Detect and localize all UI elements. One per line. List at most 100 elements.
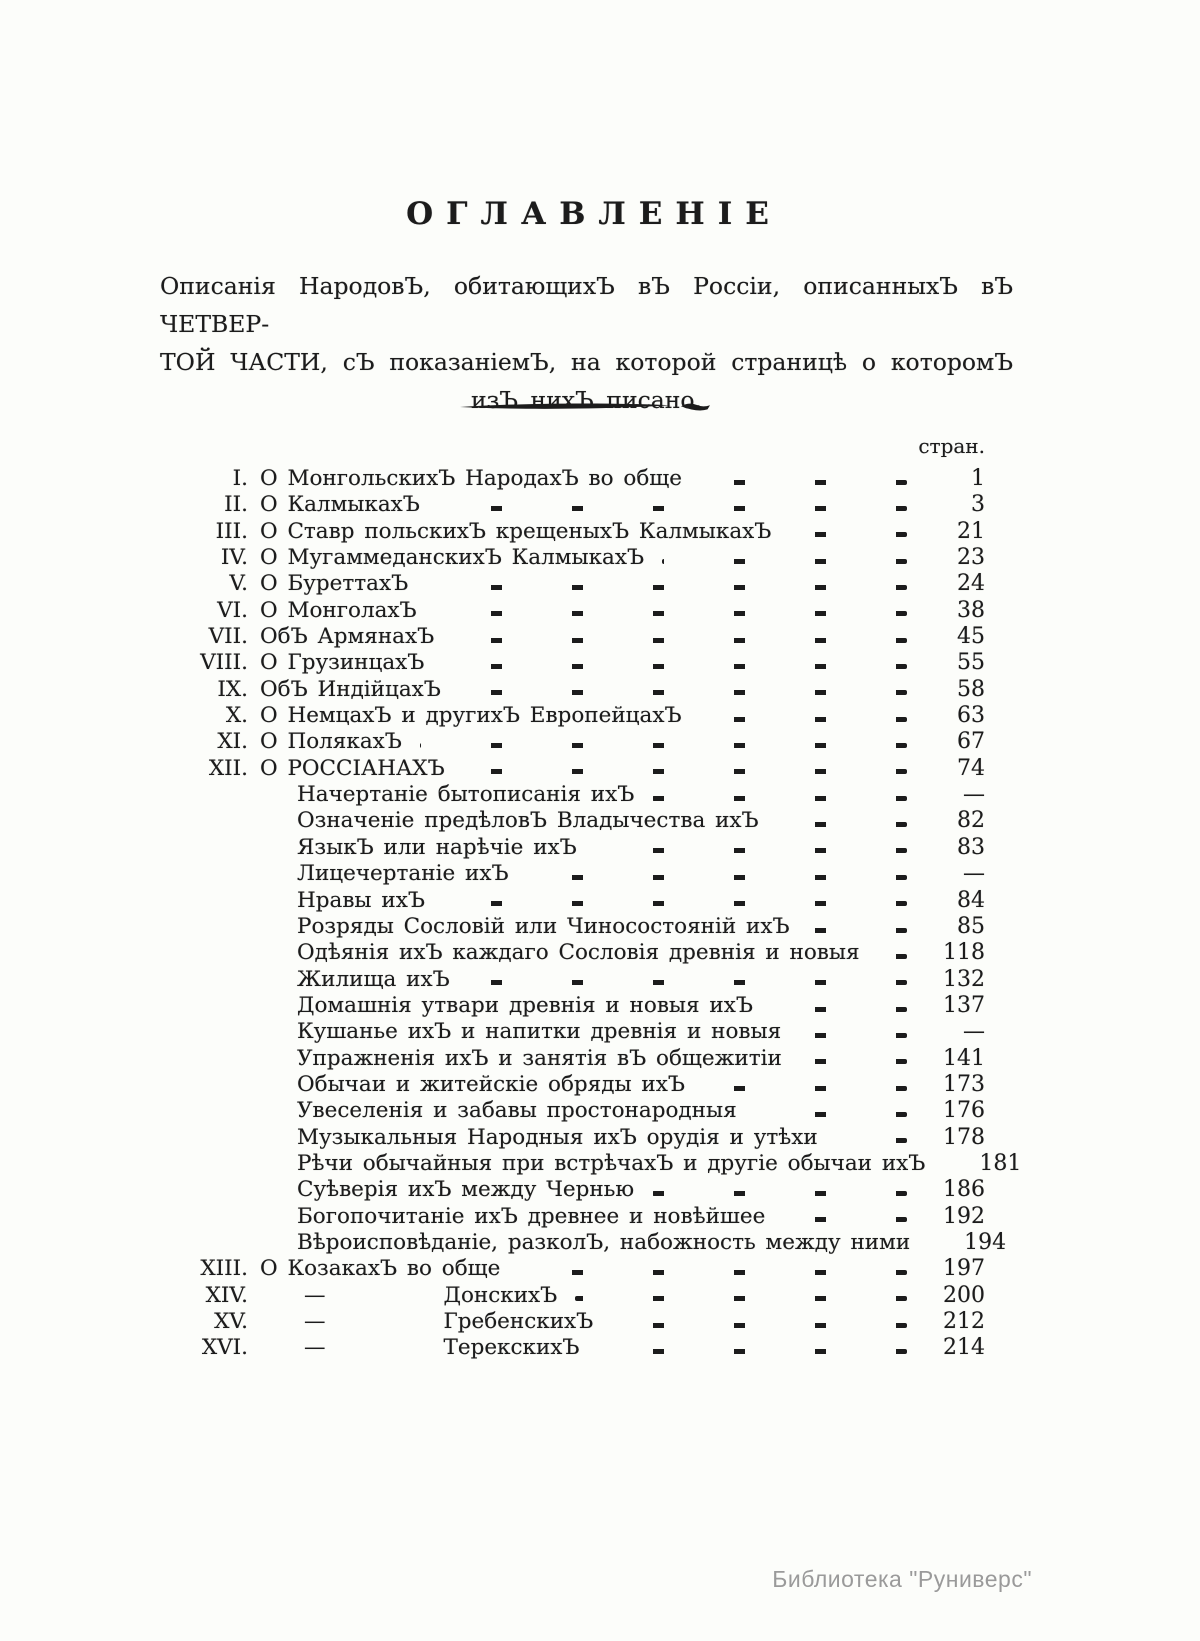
toc-row-title: ОбЪ АрмянахЪ	[260, 624, 435, 650]
toc-row-page: 23	[957, 545, 985, 571]
toc-row-page: 192	[943, 1203, 985, 1229]
dot-leader	[807, 927, 907, 933]
toc-row-title: Начертаніе бытописанія ихЪ	[297, 782, 635, 808]
toc-row: Означеніе предѣловЪ Владычества ихЪ 82	[160, 808, 985, 834]
dot-leader	[452, 637, 907, 643]
toc-row: VI. О МонголахЪ 38	[160, 598, 985, 624]
toc-row-title: Нравы ихЪ	[297, 887, 425, 913]
toc-row-title: — ТерекскихЪ	[260, 1335, 580, 1360]
toc-row-page: 74	[957, 755, 985, 781]
toc-row-title: Упражненія ихЪ и занятія вЪ общежитіи	[297, 1045, 782, 1071]
dot-leader	[597, 1349, 907, 1355]
dot-leader	[467, 980, 907, 986]
dot-leader	[783, 1217, 907, 1223]
intro-line-1: Описанія НародовЪ, обитающихЪ вЪ Россіи,…	[160, 272, 1013, 338]
dot-leader	[462, 769, 907, 775]
toc-list: I. О МонгольскихЪ НародахЪ во обще 1 II. О К…	[160, 466, 1021, 1362]
toc-row-page: 176	[943, 1098, 985, 1124]
toc-row-title: Жилища ихЪ	[297, 966, 450, 992]
toc-row-page: 173	[943, 1071, 985, 1097]
toc-row-title: О НемцахЪ и другихЪ ЕвропейцахЪ	[260, 703, 682, 729]
section-divider	[160, 398, 1015, 414]
toc-row-title: Суѣверія ихЪ между Чернью	[297, 1177, 635, 1203]
toc-row-number: XV.	[214, 1309, 248, 1334]
dot-leader	[526, 874, 907, 880]
toc-row-title: О КозакахЪ во обще	[260, 1256, 501, 1282]
page-title: ОГЛАВЛЕНІЕ	[406, 196, 782, 232]
ditto-mark: —	[304, 1335, 326, 1361]
dot-leader	[776, 822, 907, 828]
toc-row-number: V.	[229, 571, 248, 597]
toc-row-page: 85	[957, 913, 985, 939]
toc-row-page: 132	[943, 966, 985, 992]
toc-row: Рѣчи обычайныя при встрѣчахЪ и другіе об…	[160, 1151, 1021, 1177]
toc-row: IV. О МугаммеданскихЪ КалмыкахЪ 23	[160, 545, 985, 571]
toc-row: XV. — ГребенскихЪ 212	[160, 1309, 985, 1335]
toc-row-page: 141	[943, 1045, 985, 1071]
toc-row-title: Богопочитаніе ихЪ древнее и новѣйшее	[297, 1203, 766, 1229]
toc-row: VII. ОбЪ АрмянахЪ 45	[160, 624, 985, 650]
dot-leader	[702, 1085, 907, 1091]
toc-row-title: — ГребенскихЪ	[260, 1309, 593, 1334]
toc-row-page: —	[963, 861, 985, 887]
toc-row: V. О БуреттахЪ 24	[160, 571, 985, 597]
toc-row: Одѣянія ихЪ каждаго Сословія древнія и н…	[160, 940, 985, 966]
toc-row-title: Обычаи и житейскіе обряды ихЪ	[297, 1071, 685, 1097]
dot-leader	[652, 795, 907, 801]
toc-row: Кушанье ихЪ и напитки древнія и новыя —	[160, 1019, 985, 1045]
toc-row-page: 21	[957, 518, 985, 544]
toc-row: Вѣроисповѣданіе, разколЪ, набожность меж…	[160, 1230, 1006, 1256]
toc-row: XI. О ПолякахЪ 67	[160, 729, 985, 755]
dot-leader	[611, 1322, 907, 1328]
toc-row-page: 63	[957, 703, 985, 729]
dot-leader	[877, 953, 907, 959]
toc-row-number: XIV.	[205, 1282, 248, 1308]
toc-row-number: X.	[225, 703, 248, 729]
toc-row-title-text: ТерекскихЪ	[443, 1335, 580, 1361]
toc-row-page: 181	[979, 1150, 1022, 1176]
toc-row-title: Означеніе предѣловЪ Владычества ихЪ	[297, 808, 759, 834]
dot-leader	[518, 1269, 907, 1275]
library-watermark: Библиотека "Руниверс"	[772, 1566, 1032, 1592]
toc-row-number: VII.	[208, 624, 248, 650]
toc-row: Музыкальныя Народныя ихЪ орудія и утѣхи 1…	[160, 1125, 985, 1151]
toc-row-number: II.	[224, 492, 248, 518]
toc-row-page: 118	[943, 940, 985, 966]
toc-row: Нравы ихЪ 84	[160, 888, 985, 914]
toc-row: Начертаніе бытописанія ихЪ —	[160, 782, 985, 808]
toc-row-number: IV.	[220, 545, 248, 571]
toc-row-number: XVI.	[201, 1335, 248, 1361]
toc-row-page: 38	[957, 597, 985, 623]
toc-row-number: XII.	[208, 755, 248, 781]
toc-row-title: Музыкальныя Народныя ихЪ орудія и утѣхи	[297, 1124, 818, 1150]
toc-row: Увеселенія и забавы простонародныя 176	[160, 1098, 985, 1124]
dot-leader	[442, 901, 907, 907]
dot-leader	[835, 1138, 907, 1144]
toc-row: Жилища ихЪ 132	[160, 967, 985, 993]
toc-row-title: О ПолякахЪ	[260, 729, 402, 755]
toc-row: ЯзыкЪ или нарѣчіе ихЪ 83	[160, 835, 985, 861]
toc-row-page: 45	[957, 624, 985, 650]
toc-row: Суѣверія ихЪ между Чернью 186	[160, 1177, 985, 1203]
toc-row: XIII. О КозакахЪ во обще 197	[160, 1256, 985, 1282]
dot-leader	[770, 1006, 907, 1012]
toc-row-number: III.	[215, 518, 248, 544]
intro-paragraph: Описанія НародовЪ, обитающихЪ вЪ Россіи,…	[160, 267, 1013, 419]
toc-row: Лицечертаніе ихЪ —	[160, 861, 985, 887]
toc-row-title-text: ДонскихЪ	[443, 1282, 558, 1308]
toc-row: IX. ОбЪ ИндійцахЪ 58	[160, 677, 985, 703]
toc-row-page: —	[963, 1019, 985, 1045]
dot-leader	[652, 1190, 907, 1196]
dot-leader	[662, 558, 907, 564]
toc-row-number: XI.	[217, 729, 248, 755]
dot-leader	[426, 585, 907, 591]
toc-row-title: ОбЪ ИндійцахЪ	[260, 676, 441, 702]
toc-row-title: О МонгольскихЪ НародахЪ во обще	[260, 466, 683, 491]
toc-row: XIV. — ДонскихЪ 200	[160, 1283, 985, 1309]
dot-leader	[700, 479, 907, 485]
toc-row-page: 67	[957, 729, 985, 755]
dot-leader	[799, 1032, 907, 1038]
toc-row-page: 200	[943, 1282, 985, 1308]
toc-row: III. О Ставр польскихЪ крещеныхЪ Калмыках…	[160, 519, 985, 545]
dot-leader	[754, 1111, 907, 1117]
